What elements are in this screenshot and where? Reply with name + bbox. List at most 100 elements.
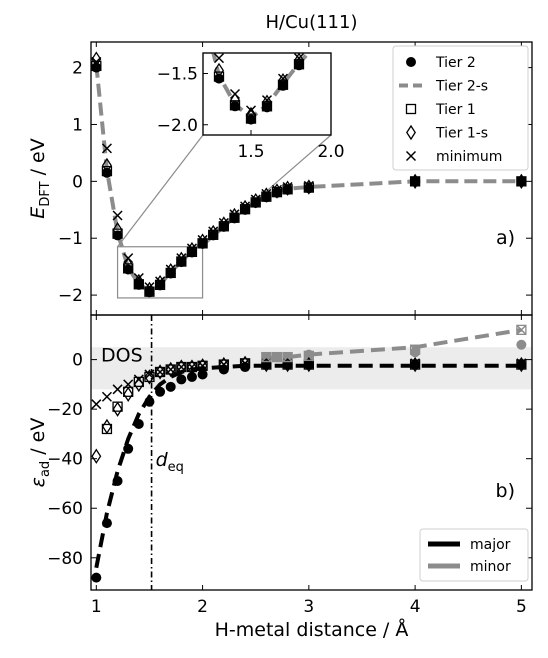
inset-tier2-marker	[214, 73, 224, 84]
inset-tier1s-marker	[214, 62, 224, 79]
inset-tier1-marker	[311, 42, 320, 51]
tier1s-marker	[123, 257, 134, 273]
tier1s-marker	[165, 262, 176, 279]
inset-x-tick-label: 1.5	[237, 142, 264, 162]
tier2-major-marker	[197, 369, 208, 380]
legend-a-entry: minimum	[405, 149, 502, 165]
inset-minimum-marker	[293, 53, 305, 64]
dos-label: DOS	[101, 345, 143, 367]
tier1s-marker	[91, 51, 102, 67]
legend-a-label: Tier 2	[435, 55, 476, 71]
minimum-marker	[176, 361, 187, 373]
inset-minimum-marker	[213, 53, 225, 64]
panel-a-y-tick-label: 0	[72, 172, 83, 192]
panel-a-ylabel: EDFT / eV	[27, 138, 53, 218]
tier2-major-marker	[176, 374, 187, 385]
inset-tier1s-marker	[278, 72, 288, 89]
inset-minimum-marker	[311, 36, 320, 45]
minimum-marker	[410, 358, 421, 369]
minimum-marker	[155, 366, 166, 378]
inset-tier1s-marker	[230, 92, 240, 108]
tier1s-marker	[101, 157, 112, 174]
minor-x-marker	[271, 352, 282, 363]
inset-tier1s-marker	[262, 94, 272, 110]
minimum-marker	[208, 226, 219, 237]
minor-x-marker	[516, 324, 527, 335]
panel-b-ylabel: εad / eV	[27, 418, 53, 488]
minimum-marker	[144, 369, 155, 380]
inset-plot	[211, 36, 320, 125]
minimum-marker	[133, 273, 144, 284]
tier2-marker	[240, 204, 251, 215]
minor-x-marker	[261, 352, 272, 363]
inset-minimum-marker	[277, 73, 289, 84]
tier1s-marker	[261, 356, 272, 373]
tier2-major-marker	[123, 443, 134, 454]
tier2-major-marker	[240, 362, 251, 373]
tier1s-marker	[123, 386, 134, 402]
legend-a-label: Tier 2-s	[435, 79, 488, 95]
minimum-marker	[186, 243, 197, 254]
tier1s-marker	[176, 251, 187, 267]
panel-b-x-tick-label: 3	[303, 597, 314, 617]
minimum-marker	[410, 176, 421, 187]
minimum-marker	[261, 188, 272, 199]
legend-a-label: Tier 1-s	[435, 126, 488, 142]
minimum-marker	[144, 282, 155, 293]
legend-b-label: minor	[470, 559, 511, 575]
minimum-marker	[91, 56, 102, 67]
tier1s-marker	[410, 356, 421, 373]
minor-square-marker	[409, 344, 421, 355]
minimum-marker	[155, 276, 166, 287]
minor-x-marker	[303, 350, 314, 361]
panel-b-x-tick-label: 2	[197, 597, 208, 617]
tier2-major-marker	[165, 381, 176, 392]
minimum-marker	[176, 253, 187, 264]
minimum-marker	[197, 234, 208, 245]
inset-minimum-marker	[245, 105, 257, 116]
minimum-marker	[250, 194, 261, 205]
tier2-major-marker	[133, 419, 144, 430]
tier1-marker	[101, 165, 113, 177]
panel-b-y-tick-label: −60	[47, 499, 83, 519]
tier2-minor-marker	[303, 349, 314, 360]
minor-x-marker	[410, 344, 421, 355]
minimum-marker	[197, 360, 208, 371]
inset-tier2-marker	[310, 43, 320, 53]
panel-a-y-tick-label: 1	[72, 115, 83, 135]
tier2-major-marker	[144, 396, 155, 407]
inset-tier1-marker	[229, 100, 241, 111]
minimum-marker	[112, 210, 123, 221]
tier2-major-marker	[91, 572, 102, 583]
tier2-major-marker	[186, 371, 197, 382]
minimum-marker	[240, 358, 251, 369]
inset-line-tier2s	[211, 53, 312, 121]
panel-b-y-tick-label: 0	[72, 351, 83, 371]
inset-minimum-marker	[229, 88, 241, 100]
tier1s-marker	[112, 401, 123, 417]
minimum-marker	[165, 264, 176, 275]
minimum-marker	[112, 384, 123, 395]
tier2-marker	[282, 184, 293, 195]
inset-tier1s-marker	[311, 36, 319, 49]
inset-tier1-marker	[277, 79, 289, 90]
minimum-marker	[218, 359, 229, 370]
tier2-major-marker	[155, 386, 166, 397]
minimum-marker	[218, 217, 229, 228]
minimum-marker	[240, 201, 251, 212]
minimum-marker	[101, 143, 112, 154]
tier1s-marker	[144, 281, 155, 298]
panel-a-y-tick-label: −1	[58, 229, 83, 249]
minimum-marker	[271, 184, 282, 195]
tier2-major-marker	[112, 475, 123, 486]
legend-a-entry: Tier 2-s	[399, 79, 488, 95]
minor-square-marker	[282, 351, 293, 363]
legend-a-label: Tier 1	[435, 102, 476, 118]
legend-a	[392, 45, 529, 171]
inset-tier1-marker	[245, 113, 257, 124]
minimum-marker	[133, 374, 144, 385]
tier1s-marker	[186, 241, 197, 258]
legend-a-entry: Tier 2	[406, 55, 476, 71]
tier2-marker	[261, 192, 272, 203]
legend-a-entry: Tier 1-s	[406, 124, 488, 142]
